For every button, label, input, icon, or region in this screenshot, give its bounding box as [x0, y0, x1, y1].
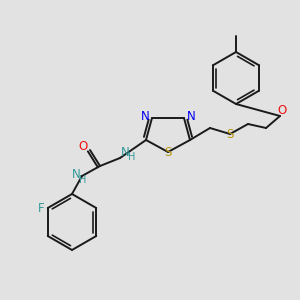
Text: N: N [141, 110, 149, 122]
Text: S: S [164, 146, 172, 160]
Text: H: H [79, 175, 87, 185]
Text: H: H [128, 152, 136, 162]
Text: N: N [121, 146, 129, 160]
Text: O: O [278, 104, 286, 118]
Text: N: N [187, 110, 195, 122]
Text: S: S [226, 128, 234, 142]
Text: F: F [38, 202, 44, 214]
Text: N: N [72, 169, 80, 182]
Text: O: O [78, 140, 88, 154]
